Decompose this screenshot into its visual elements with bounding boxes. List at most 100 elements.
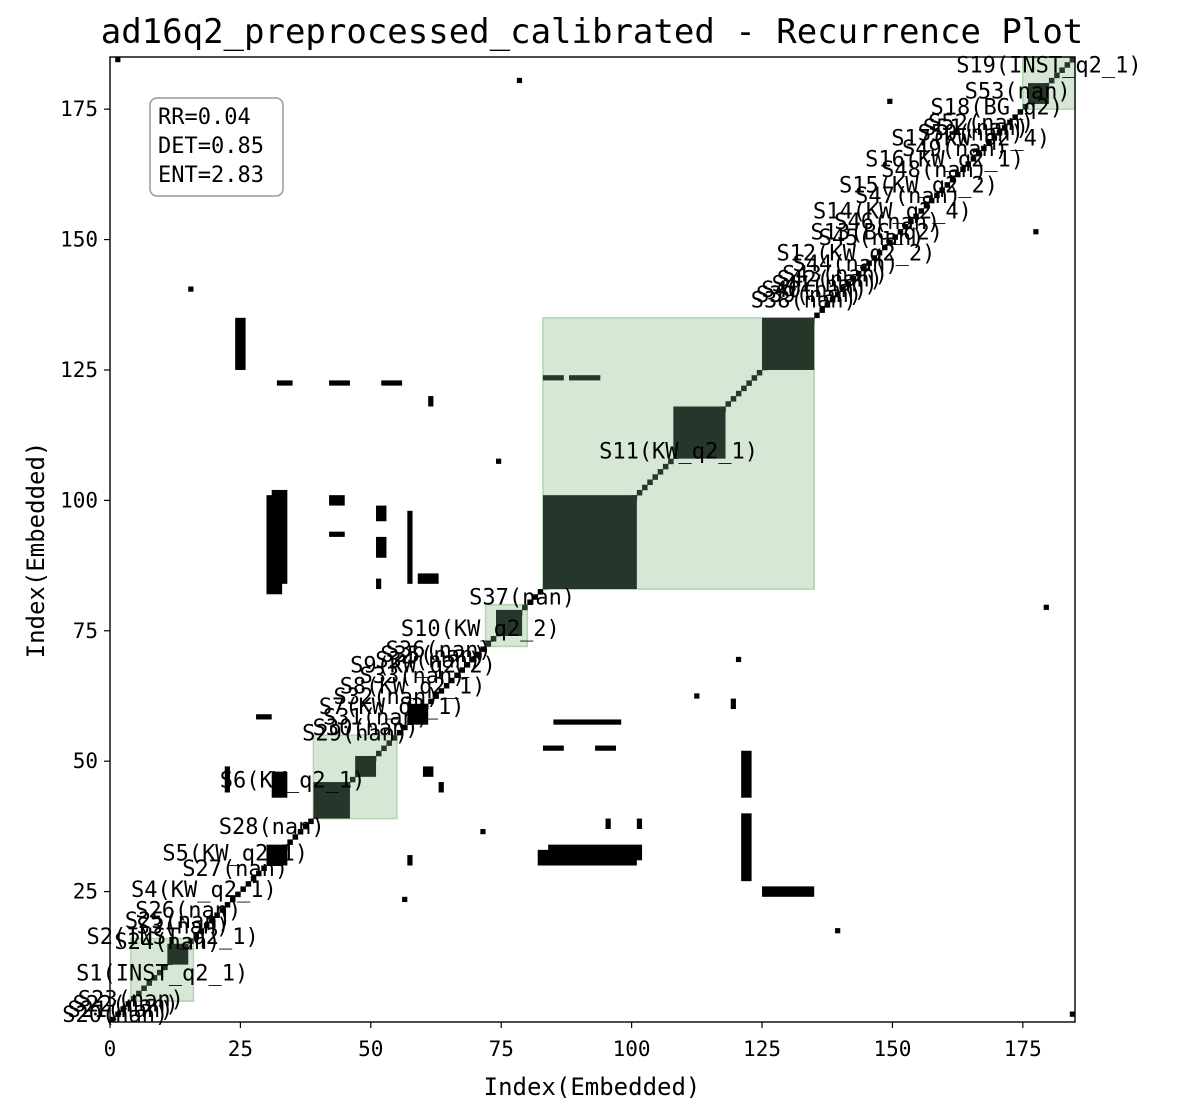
diagonal-cell — [1017, 109, 1024, 115]
y-tick-label: 25 — [73, 880, 98, 904]
diagonal-cell — [537, 589, 544, 595]
recurrence-block — [741, 750, 752, 798]
diagonal-cell — [292, 834, 299, 840]
diagonal-cell — [913, 213, 919, 220]
diagonal-cell — [459, 667, 466, 673]
diagonal-cell — [918, 208, 925, 214]
diagonal-cell — [975, 150, 982, 157]
diagonal-cell — [115, 1011, 121, 1018]
diagonal-cell — [751, 375, 758, 381]
segment-label: S7(KW_q2_1) — [319, 695, 465, 720]
diagonal-cell — [256, 870, 262, 877]
diagonal-cell — [819, 307, 825, 313]
recurrence-block — [595, 745, 616, 751]
recurrence-block — [381, 380, 403, 386]
x-tick-label: 25 — [228, 1037, 253, 1061]
recurrence-block — [605, 818, 611, 829]
segment-label: S5(KW_q2_1) — [162, 841, 308, 866]
diagonal-cell — [229, 896, 236, 903]
recurrence-block — [376, 536, 387, 558]
recurrence-block — [542, 375, 564, 381]
diagonal-cell — [647, 479, 653, 486]
x-tick-label: 50 — [358, 1037, 383, 1061]
segment-label: S43(nan) — [782, 262, 888, 287]
recurrence-block — [417, 573, 439, 584]
diagonal-cell — [438, 688, 445, 694]
recurrence-block — [1069, 57, 1075, 63]
recurrence-block — [422, 766, 434, 777]
diagonal-cell — [882, 244, 888, 251]
segment-label: S34(nan) — [375, 648, 481, 673]
diagonal-cell — [892, 234, 898, 240]
diagonal-cell — [1012, 114, 1018, 120]
diagonal-cell — [287, 839, 293, 845]
recurrence-block — [480, 829, 486, 835]
diagonal-cell — [960, 166, 966, 173]
diagonal-cell — [850, 276, 857, 282]
segment-label: S20(nan) — [62, 1003, 168, 1028]
plot-frame — [109, 56, 1076, 1023]
segment-label: S8(KW_q2_1) — [340, 674, 486, 699]
diagonal-cell — [308, 818, 314, 825]
diagonal-cell — [725, 401, 732, 407]
stat-det: DET=0.85 — [158, 134, 264, 159]
diagonal-cell — [939, 187, 945, 193]
diagonal-cell — [944, 182, 951, 188]
diagonal-cell — [902, 223, 909, 230]
diagonal-cell — [219, 907, 226, 913]
recurrence-block — [636, 818, 643, 829]
recurrence-block — [762, 317, 815, 370]
segment-label: S29(nan) — [302, 721, 408, 746]
stats-box-frame — [149, 97, 284, 197]
recurrence-block — [235, 317, 246, 370]
recurrence-block — [407, 703, 429, 725]
diagonal-cell — [730, 396, 737, 402]
diagonal-cell — [464, 662, 471, 668]
x-axis-ticks: 0 25 50 75 100 125 150 175 — [104, 1022, 1042, 1061]
segment-label: S48(nan) — [881, 158, 987, 183]
recurrence-block — [542, 745, 564, 751]
recurrence-block — [224, 766, 230, 793]
diagonal-cell — [1001, 124, 1008, 131]
segment-label: S17(KW_q2_4) — [891, 127, 1050, 152]
segment-label: S19(INST_q2_1) — [956, 54, 1141, 79]
diagonal-cell — [188, 938, 194, 945]
x-tick-label: 100 — [613, 1037, 651, 1061]
diagonal-cell — [376, 750, 382, 757]
recurrence-block — [407, 855, 413, 866]
diagonal-cell — [824, 302, 831, 308]
diagonal-cell — [469, 656, 476, 663]
recurrence-block — [1043, 604, 1049, 610]
diagonal-cell — [391, 735, 398, 741]
recurrence-block — [355, 755, 377, 777]
diagonal-cell — [861, 265, 867, 272]
segment-label: S37(nan) — [469, 586, 575, 611]
diagonal-cell — [433, 693, 439, 699]
diagonal-cell — [1022, 103, 1029, 110]
chart-title: ad16q2_preprocessed_calibrated - Recurre… — [101, 12, 1084, 52]
segment-label: S39(nan) — [756, 283, 862, 308]
diagonal-cell — [814, 312, 820, 319]
recurrence-block — [256, 714, 272, 720]
y-tick-label: 175 — [60, 97, 98, 121]
diagonal-cell — [214, 912, 220, 918]
segment-label: S27(nan) — [182, 857, 288, 882]
x-tick-label: 150 — [873, 1037, 911, 1061]
diagonal-cell — [480, 646, 486, 652]
diagonal-cell — [245, 881, 252, 887]
diagonal-cell — [449, 677, 455, 684]
recurrence-block — [167, 943, 189, 965]
diagonal-cell — [934, 192, 940, 199]
diagonal-cell — [949, 176, 956, 183]
recurrence-block — [271, 771, 288, 798]
diagonal-cell — [130, 995, 137, 1002]
diagonal-cell — [203, 922, 210, 929]
x-tick-label: 0 — [104, 1037, 117, 1061]
segment-label: S6(KW_q2_1) — [220, 768, 366, 793]
segment-label: S1(INST_q2_1) — [76, 961, 248, 986]
segment-label: S4(KW_q2_1) — [131, 878, 277, 903]
diagonal-cell — [443, 682, 450, 689]
recurrence-block — [496, 458, 502, 464]
recurrence-block — [376, 578, 382, 590]
